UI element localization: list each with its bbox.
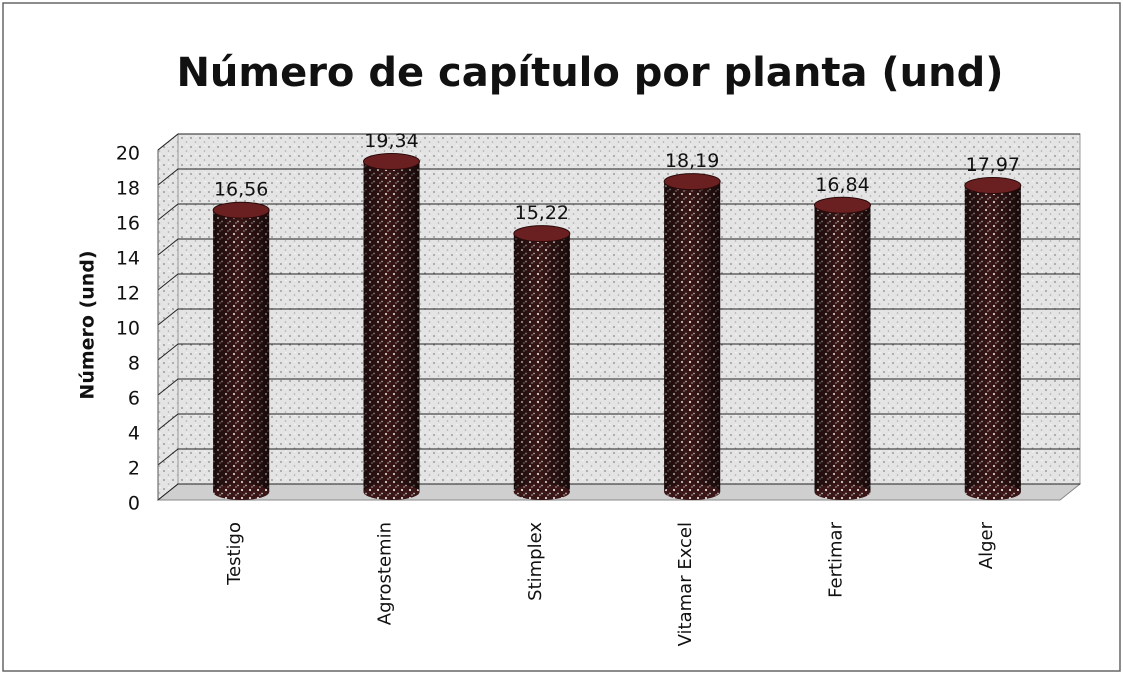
x-tick-label: Testigo [224, 522, 245, 586]
bar-bottom [213, 484, 270, 500]
x-tick-label: Fertimar [826, 521, 847, 597]
bar-bottom [814, 484, 871, 500]
x-tick-label: Agrostemin [375, 522, 396, 625]
bar-shade [213, 210, 270, 492]
bar-shade [513, 233, 570, 492]
y-tick-label: 16 [116, 213, 140, 235]
grid-line [157, 133, 1080, 151]
bar [663, 173, 721, 500]
chart-title: Número de capítulo por planta (und) [176, 50, 1003, 96]
y-tick-label: 4 [128, 423, 140, 445]
grid-line [157, 308, 1080, 326]
grid-line [157, 203, 1080, 221]
bar [814, 196, 871, 500]
grid-line [157, 343, 1080, 361]
y-tick-label: 10 [116, 318, 140, 340]
y-tick-label: 12 [116, 283, 140, 305]
bar [513, 225, 571, 500]
bar-top [663, 173, 721, 191]
bar-top [814, 196, 871, 214]
x-tick-label: Stimplex [525, 522, 546, 601]
value-label: 19,34 [364, 130, 418, 152]
value-label: 18,19 [665, 150, 719, 172]
x-tick-label: Alger [976, 521, 997, 569]
bar [212, 201, 270, 500]
y-tick-label: 14 [116, 248, 140, 270]
x-tick-label: Vitamar Excel [675, 522, 696, 646]
grid-line [157, 238, 1080, 256]
value-label: 16,84 [815, 174, 869, 196]
grid-line [157, 168, 1080, 186]
bar-bottom [513, 484, 570, 500]
grid-line [157, 448, 1080, 466]
y-axis-label: Número (und) [77, 250, 99, 399]
y-tick-label: 18 [116, 178, 140, 200]
y-tick-label: 8 [128, 353, 140, 375]
bar [964, 177, 1022, 500]
bar-top [964, 177, 1022, 195]
bar-bottom [363, 484, 420, 500]
y-tick-label: 20 [116, 143, 140, 165]
y-tick-label: 0 [128, 493, 140, 515]
value-label: 15,22 [515, 202, 569, 224]
bar-shade [814, 205, 871, 493]
y-tick-label: 2 [128, 458, 140, 480]
value-label: 17,97 [966, 154, 1020, 176]
bar [363, 153, 420, 500]
grid-line [157, 273, 1080, 291]
bar-bottom [964, 484, 1021, 500]
bar-top [363, 153, 420, 171]
value-label: 16,56 [214, 179, 268, 201]
bar-shade [363, 161, 420, 493]
grid-line [157, 483, 1080, 501]
grid-line [157, 378, 1080, 396]
bar-bottom [664, 484, 721, 500]
grid-line [157, 413, 1080, 431]
bar-top [513, 225, 571, 243]
floor [156, 483, 1082, 501]
bar-shade [664, 181, 721, 493]
bar-shade [964, 185, 1021, 492]
y-tick-label: 6 [128, 388, 140, 410]
bar-top [212, 201, 270, 219]
